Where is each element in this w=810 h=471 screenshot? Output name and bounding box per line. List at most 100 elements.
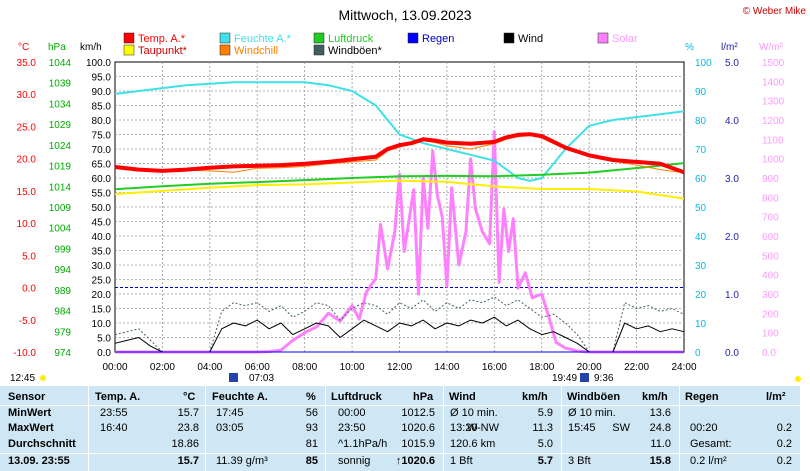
legend-swatch [503, 32, 515, 44]
legend-label: Luftdruck [328, 33, 374, 45]
kmh-tick-label: 90.0 [92, 87, 112, 98]
rain-tick-label: 4.0 [725, 116, 739, 127]
kmh-tick-label: 95.0 [92, 73, 112, 84]
solar-tick-label: 1400 [762, 77, 785, 88]
axis-unit-hpa: hPa [48, 42, 66, 53]
hpa-tick-label: 984 [54, 307, 71, 318]
row-divider [0, 453, 800, 454]
hpa-tick-label: 1024 [49, 141, 72, 152]
boeen-value: 15.8 [649, 455, 671, 467]
boeen-value: 24.8 [649, 422, 671, 434]
feuchte-time: 11.39 g/m³ [216, 455, 268, 467]
series-line-windb-en [114, 296, 685, 353]
chart-series [114, 81, 685, 354]
moon-icon [40, 375, 46, 381]
x-tick-label: 02:00 [150, 362, 175, 373]
header-luftdruck-unit: hPa [413, 391, 434, 403]
kmh-tick-label: 45.0 [92, 218, 112, 229]
temp-tick-label: -5.0 [19, 316, 37, 327]
moonrise-label: 9:36 [594, 373, 614, 384]
solar-tick-label: 1200 [762, 116, 785, 127]
temp-time: 16:40 [100, 422, 128, 434]
wind-value: 11.3 [532, 422, 553, 434]
kmh-tick-label: 50.0 [92, 203, 112, 214]
temp-tick-label: -10.0 [13, 348, 36, 359]
legend-label: Windböen* [328, 45, 383, 57]
series-line-luftdruck [114, 162, 685, 191]
temp-value: 23.8 [177, 422, 199, 434]
regen-value: 0.2 [776, 438, 792, 450]
statistics-table: Sensor Temp. A. °C Feuchte A. % Luftdruc… [0, 386, 800, 471]
pct-tick-label: 80 [695, 116, 707, 127]
temp-tick-label: 20.0 [17, 155, 37, 166]
temp-tick-label: 35.0 [17, 58, 37, 69]
kmh-tick-label: 60.0 [92, 174, 112, 185]
column-divider [205, 386, 206, 471]
temp-time: 23:55 [100, 407, 128, 419]
boeen-time: 15:45 [568, 422, 596, 434]
kmh-tick-label: 70.0 [92, 145, 112, 156]
axis-unit-solar: W/m² [759, 42, 784, 53]
feuchte-value: 85 [305, 455, 318, 467]
x-tick-label: 08:00 [292, 362, 317, 373]
hpa-tick-label: 1009 [49, 203, 72, 214]
sunrise-icon [229, 373, 238, 382]
header-windboeen: Windböen [567, 391, 621, 403]
header-windboeen-unit: km/h [642, 391, 668, 403]
solar-tick-label: 200 [762, 309, 779, 320]
kmh-tick-label: 85.0 [92, 102, 112, 113]
stats-row-label: Durchschnitt [8, 438, 76, 450]
axis-unit-rain: l/m² [721, 42, 738, 53]
kmh-tick-label: 15.0 [92, 305, 112, 316]
chart-grid [114, 61, 685, 353]
pct-tick-label: 50 [695, 203, 707, 214]
pct-tick-label: 10 [695, 319, 707, 330]
solar-tick-label: 300 [762, 290, 779, 301]
copyright-link[interactable]: © Weber Mike [743, 6, 807, 17]
boeen-time: 3 Bft [568, 455, 591, 467]
wind-value: 5.9 [537, 407, 553, 419]
pct-tick-label: 20 [695, 290, 707, 301]
kmh-tick-label: 5.0 [97, 334, 111, 345]
wind-time: 13:20 [450, 422, 478, 434]
hpa-tick-label: 994 [54, 265, 71, 276]
feuchte-value: 81 [305, 438, 318, 450]
regen-time: 0.2 l/m² [690, 455, 727, 467]
kmh-tick-label: 65.0 [92, 160, 112, 171]
wind-value: 5.0 [537, 438, 553, 450]
header-wind: Wind [449, 391, 476, 403]
series-line-wind [114, 316, 685, 353]
series-line-taupunkt [114, 179, 685, 200]
feuchte-value: 56 [305, 407, 318, 419]
axis-unit-kmh: km/h [80, 42, 102, 53]
series-line-solar [115, 130, 684, 354]
temp-value: 15.7 [177, 455, 199, 467]
x-axis-ticks: 00:00 02:00 04:00 06:00 08:00 10:00 12:00 14:00… [102, 362, 696, 373]
kmh-tick-label: 75.0 [92, 131, 112, 142]
x-tick-label: 00:00 [102, 362, 127, 373]
kmh-tick-label: 20.0 [92, 290, 112, 301]
druck-value: 1015.9 [401, 438, 435, 450]
kmh-tick-label: 25.0 [92, 276, 112, 287]
wind-time: 120.6 km [450, 438, 496, 450]
x-tick-label: 10:00 [340, 362, 365, 373]
x-tick-label: 06:00 [245, 362, 270, 373]
hpa-tick-label: 1019 [49, 162, 72, 173]
legend-swatch [123, 32, 135, 44]
kmh-tick-label: 40.0 [92, 232, 112, 243]
column-divider [88, 386, 89, 471]
header-sensor: Sensor [8, 391, 46, 403]
moonset-label: 12:45 [10, 373, 35, 384]
rain-tick-label: 3.0 [725, 174, 739, 185]
regen-time: Gesamt: [690, 438, 732, 450]
solar-tick-label: 500 [762, 251, 779, 262]
legend-label: Feuchte A.* [234, 33, 292, 45]
sunset-label: 19:49 [552, 373, 577, 384]
hpa-tick-label: 1014 [49, 182, 72, 193]
x-tick-label: 12:00 [387, 362, 412, 373]
stats-row-label: 13.09. 23:55 [8, 455, 70, 467]
feuchte-time: 17:45 [216, 407, 244, 419]
regen-value: 0.2 [776, 455, 792, 467]
druck-time: 00:00 [338, 407, 366, 419]
solar-tick-label: 800 [762, 193, 779, 204]
